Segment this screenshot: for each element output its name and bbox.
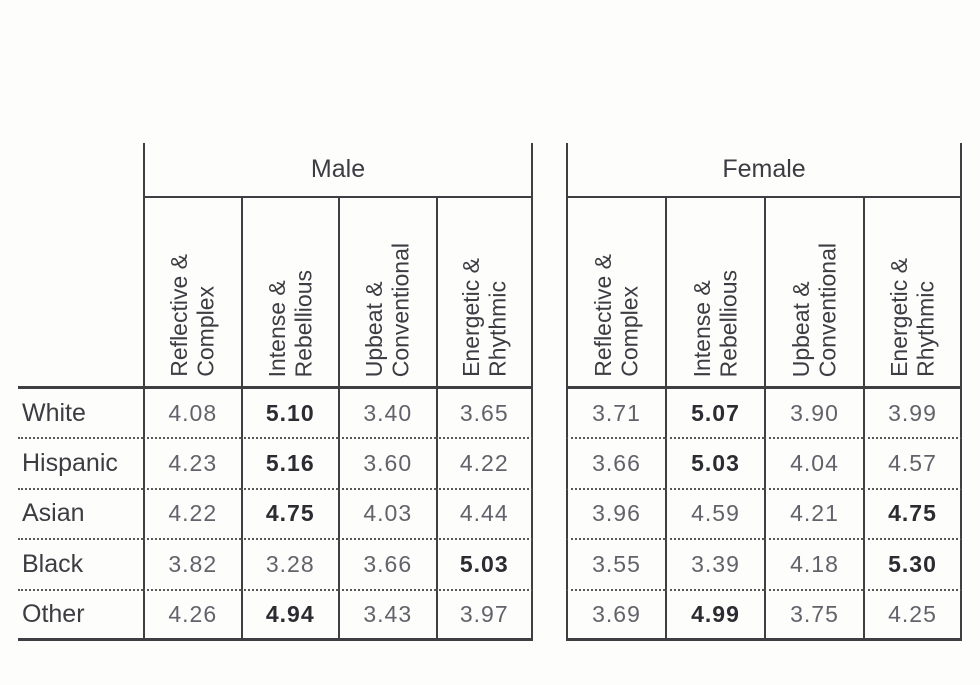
column-header-text: Reflective & Complex — [590, 254, 643, 377]
row-label-asian: Asian — [18, 490, 143, 541]
value-cell: 3.75 — [764, 590, 863, 641]
row-label-other: Other — [18, 591, 143, 641]
column-header-female-reflective-complex: Reflective & Complex — [566, 198, 665, 389]
value-cell: 3.28 — [240, 540, 338, 591]
corner-spacer — [18, 143, 143, 198]
value-cell: 3.97 — [435, 590, 533, 641]
column-header-male-reflective-complex: Reflective & Complex — [143, 198, 241, 389]
block-gap — [533, 143, 566, 198]
value-cell: 4.23 — [143, 439, 241, 490]
value-cell: 4.18 — [764, 540, 863, 591]
value-cell: 3.90 — [764, 389, 863, 440]
column-header-text: Upbeat & Conventional — [361, 242, 414, 377]
value-cell: 4.26 — [143, 590, 241, 641]
group-header-male: Male — [143, 143, 533, 198]
column-header-text: Upbeat & Conventional — [788, 242, 841, 377]
row-label-hispanic: Hispanic — [18, 439, 143, 490]
row-label-white: White — [18, 389, 143, 440]
column-header-text: Intense & Rebellious — [689, 269, 742, 377]
value-cell: 4.75 — [240, 489, 338, 541]
column-header-male-energetic-rhythmic: Energetic & Rhythmic — [435, 198, 533, 389]
block-gap — [533, 540, 566, 590]
value-cell: 3.66 — [566, 439, 665, 490]
value-cell: 3.96 — [566, 489, 665, 541]
block-gap — [533, 198, 566, 389]
group-header-female: Female — [566, 143, 962, 198]
value-cell: 3.43 — [338, 590, 436, 641]
block-gap — [533, 439, 566, 489]
column-header-female-energetic-rhythmic: Energetic & Rhythmic — [863, 198, 962, 389]
block-gap — [533, 591, 566, 641]
value-cell: 3.99 — [863, 389, 962, 440]
value-cell: 3.69 — [566, 590, 665, 641]
value-cell: 3.55 — [566, 540, 665, 591]
value-cell: 4.08 — [143, 389, 241, 440]
value-cell: 4.94 — [240, 590, 338, 641]
value-cell: 5.30 — [863, 540, 962, 591]
value-cell: 4.99 — [665, 590, 764, 641]
value-cell: 4.04 — [764, 439, 863, 490]
column-header-text: Energetic & Rhythmic — [457, 258, 511, 377]
column-header-text: Intense & Rebellious — [263, 269, 317, 377]
value-cell: 3.40 — [338, 389, 436, 440]
value-cell: 4.59 — [665, 489, 764, 541]
value-cell: 3.66 — [338, 540, 436, 591]
value-cell: 3.65 — [435, 389, 533, 440]
value-cell: 3.60 — [338, 439, 436, 490]
value-cell: 5.03 — [435, 540, 533, 591]
value-cell: 3.82 — [143, 540, 241, 591]
column-header-female-upbeat-conventional: Upbeat & Conventional — [764, 198, 863, 389]
value-cell: 5.07 — [665, 389, 764, 440]
block-gap — [533, 490, 566, 540]
header-spacer — [18, 198, 143, 389]
column-header-text: Energetic & Rhythmic — [886, 258, 939, 377]
column-header-male-upbeat-conventional: Upbeat & Conventional — [338, 198, 436, 389]
row-label-black: Black — [18, 540, 143, 591]
block-gap — [533, 389, 566, 439]
column-header-text: Reflective & Complex — [166, 254, 219, 377]
value-cell: 4.44 — [435, 489, 533, 541]
music-preference-table: Male Female Reflective & Complex Intense… — [18, 143, 962, 641]
value-cell: 4.03 — [338, 489, 436, 541]
value-cell: 4.21 — [764, 489, 863, 541]
value-cell: 5.16 — [240, 439, 338, 490]
value-cell: 4.22 — [143, 489, 241, 541]
value-cell: 4.57 — [863, 439, 962, 490]
value-cell: 3.71 — [566, 389, 665, 440]
value-cell: 4.25 — [863, 590, 962, 641]
value-cell: 3.39 — [665, 540, 764, 591]
value-cell: 4.22 — [435, 439, 533, 490]
value-cell: 4.75 — [863, 489, 962, 541]
value-cell: 5.03 — [665, 439, 764, 490]
column-header-male-intense-rebellious: Intense & Rebellious — [240, 198, 338, 389]
column-header-female-intense-rebellious: Intense & Rebellious — [665, 198, 764, 389]
value-cell: 5.10 — [240, 389, 338, 440]
